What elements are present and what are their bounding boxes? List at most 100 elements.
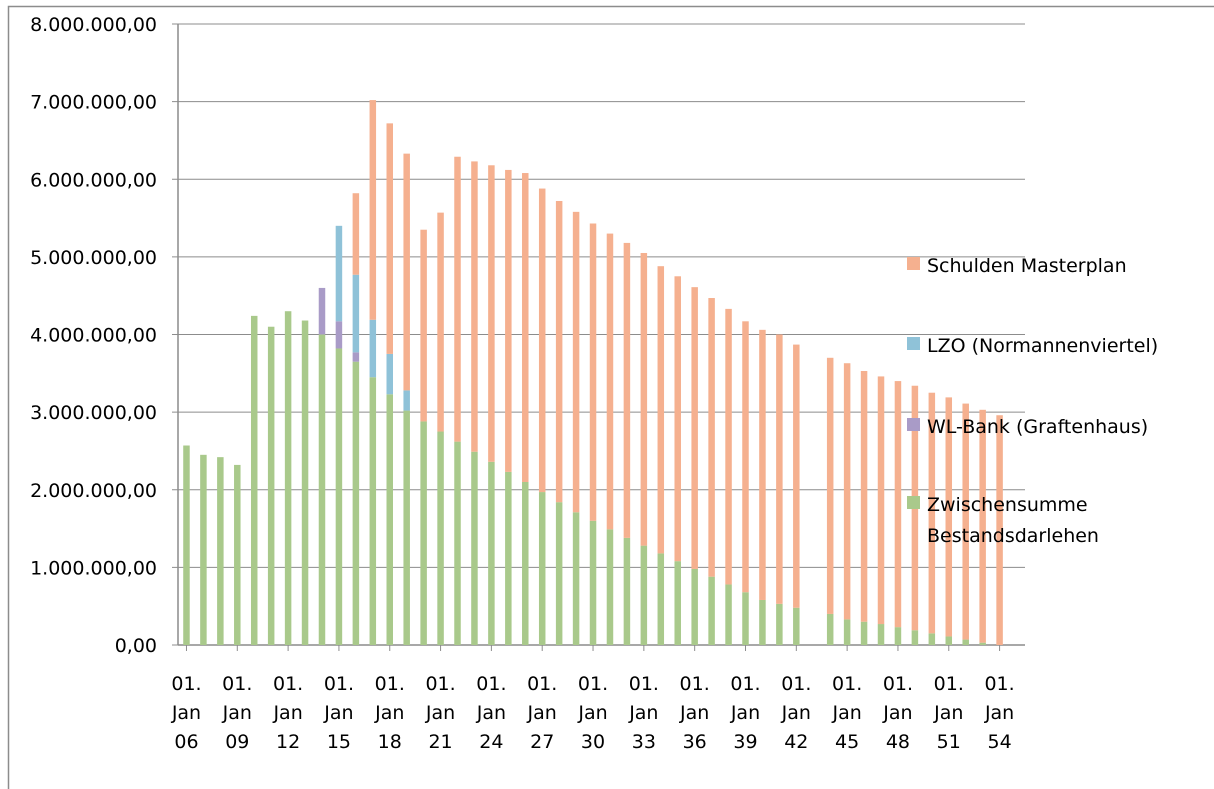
bar-segment <box>352 193 360 275</box>
x-tick-label: 48 <box>886 731 910 753</box>
x-tick-label: 36 <box>683 731 707 753</box>
bar-segment <box>945 636 953 645</box>
x-tick-label: 30 <box>581 731 605 753</box>
bar-segment <box>301 320 309 645</box>
bar-segment <box>793 344 800 608</box>
x-tick-label: 24 <box>479 731 503 753</box>
x-tick-label: 18 <box>378 731 402 753</box>
bar-segment <box>996 415 1003 645</box>
x-tick-label: 01. <box>476 673 506 695</box>
x-tick-label: 01. <box>324 673 354 695</box>
x-tick-label: 01. <box>680 673 710 695</box>
bar-segment <box>843 363 851 620</box>
legend-label: WL-Bank (Graftenhaus) <box>927 416 1148 438</box>
bar-segment <box>572 512 580 645</box>
x-tick-label: 54 <box>987 731 1011 753</box>
bar-segment <box>318 334 326 645</box>
bar-segment <box>522 481 529 645</box>
bar-segment <box>454 156 461 442</box>
bar-segment <box>318 287 326 335</box>
x-tick-label: Jan <box>323 702 353 724</box>
y-tick-label: 0,00 <box>115 635 157 657</box>
bar-segment <box>352 361 360 645</box>
bar-segment <box>437 431 444 645</box>
bar-segment <box>386 353 393 395</box>
bar-segment <box>403 153 410 391</box>
bar-segment <box>928 392 936 634</box>
y-tick-label: 4.000.000,00 <box>30 325 157 347</box>
bar-segment <box>505 471 512 645</box>
bar-segment <box>471 451 478 645</box>
bar-segment <box>640 252 648 546</box>
x-tick-label: Jan <box>476 702 506 724</box>
bar-segment <box>420 421 427 645</box>
bar-segment <box>945 397 953 637</box>
x-tick-label: Jan <box>425 702 455 724</box>
y-tick-label: 8.000.000,00 <box>30 14 157 36</box>
y-tick-label: 3.000.000,00 <box>30 402 157 424</box>
bar-segment <box>826 357 834 614</box>
x-tick-label: Jan <box>171 702 201 724</box>
bar-segment <box>894 627 902 645</box>
bar-segment <box>691 287 698 569</box>
bar-segment <box>979 409 986 643</box>
bar-segment <box>793 607 800 645</box>
bar-segment <box>691 568 698 645</box>
x-tick-label: 01. <box>781 673 811 695</box>
bar-segment <box>250 315 258 645</box>
x-tick-label: 01. <box>375 673 405 695</box>
x-tick-label: Jan <box>933 702 963 724</box>
bar-segment <box>674 561 681 645</box>
bar-segment <box>454 441 461 645</box>
bar-segment <box>335 321 343 349</box>
bar-segment <box>877 376 885 625</box>
bar-segment <box>538 188 546 493</box>
x-tick-label: 33 <box>632 731 656 753</box>
bar-segment <box>623 242 631 538</box>
x-tick-label: Jan <box>628 702 658 724</box>
legend-swatch <box>907 257 920 270</box>
x-tick-label: Jan <box>577 702 607 724</box>
x-tick-label: 27 <box>530 731 554 753</box>
bar-segment <box>386 123 393 354</box>
bar-segment <box>826 613 834 645</box>
bar-segment <box>183 445 190 645</box>
legend-label: LZO (Normannenviertel) <box>927 335 1158 357</box>
bar-segment <box>979 642 986 645</box>
bar-segment <box>674 276 681 562</box>
legend-swatch <box>907 418 920 431</box>
bar-segment <box>928 633 936 645</box>
bar-segment <box>352 352 360 362</box>
bar-segment <box>708 298 715 577</box>
bar-segment <box>522 173 529 482</box>
bar-segment <box>657 553 665 645</box>
legend-label: Schulden Masterplan <box>927 255 1127 277</box>
bar-segment <box>471 161 478 452</box>
x-tick-label: Jan <box>730 702 760 724</box>
bar-segment <box>217 457 224 645</box>
legend-swatch <box>907 496 920 509</box>
x-tick-label: 01. <box>984 673 1014 695</box>
bar-segment <box>555 200 563 503</box>
y-tick-label: 6.000.000,00 <box>30 169 157 191</box>
bar-segment <box>860 621 868 645</box>
x-tick-label: Jan <box>831 702 861 724</box>
x-tick-label: 01. <box>527 673 557 695</box>
x-tick-label: Jan <box>679 702 709 724</box>
x-tick-label: 01. <box>171 673 201 695</box>
bar-segment <box>759 329 766 600</box>
bar-segment <box>725 584 732 645</box>
x-tick-label: 01. <box>832 673 862 695</box>
bar-segment <box>386 394 393 645</box>
bar-segment <box>589 520 597 645</box>
x-tick-label: 39 <box>733 731 757 753</box>
bar-segment <box>911 630 919 645</box>
bar-segment <box>267 326 275 645</box>
bar-segment <box>759 599 766 645</box>
x-tick-label: Jan <box>984 702 1014 724</box>
bar-segment <box>962 639 969 645</box>
bar-segment <box>606 529 614 645</box>
bar-segment <box>589 223 597 521</box>
bar-segment <box>962 403 969 640</box>
